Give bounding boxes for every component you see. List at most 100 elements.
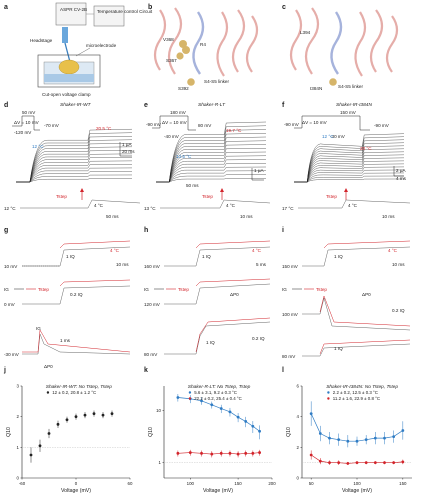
panel-d-tstep: Tstep [56, 194, 67, 199]
data-point [228, 410, 232, 414]
chart-title: Shaker-IR-WT: No Tstep, Tstep [46, 384, 112, 390]
data-point [236, 452, 240, 456]
panel-i-s1: 10 ms [392, 262, 405, 267]
s4-helix-b [192, 11, 205, 75]
panel-g-label: g [4, 227, 8, 234]
data-point [328, 461, 331, 465]
data-point [392, 435, 396, 438]
y-tick-label: 0 [17, 476, 20, 481]
residue-label-2: S367 [166, 58, 177, 63]
panel-f-bot: -30 mV [330, 134, 346, 139]
panel-h-v1: 160 mV [144, 264, 161, 269]
residue-label-c2: I384N [310, 86, 322, 91]
panel-c: c L394 I384N S4-S5 linker [282, 4, 399, 91]
recording-chamber [37, 54, 101, 88]
data-point [74, 415, 78, 419]
microelectrode [64, 42, 71, 63]
legend-entry: 5.6 ± 3.1, 9.2 ± 0.3 °C [194, 390, 237, 395]
data-point [244, 420, 248, 423]
panel-d-bot: -120 mV [14, 130, 32, 135]
panel-i-v1: 150 mV [282, 264, 299, 269]
headstage [62, 27, 68, 43]
panel-e-scale-i: 1 μA [254, 168, 264, 173]
s4-helix-c [330, 11, 343, 75]
panel-i-v2: 100 mV [282, 312, 299, 317]
y-tick-label: 2 [17, 414, 20, 419]
panel-f-step: ΔV = 10 mV [302, 120, 328, 125]
traces-d [16, 129, 133, 183]
panel-g-q: 1 IQ [66, 254, 75, 259]
y-tick-label: 0 [297, 476, 300, 481]
panel-g-ig2: IG [36, 326, 41, 331]
data-point [176, 451, 180, 455]
panel-g-t: 4 °C [110, 248, 120, 253]
data-point [244, 451, 248, 455]
panel-f-scale-i: 2 μA [396, 168, 406, 173]
panel-i-dq: ΔP0 [362, 292, 371, 297]
panel-b-label: b [148, 4, 152, 11]
legend-marker [188, 391, 192, 394]
legend-marker [327, 397, 330, 400]
panel-d-tbase: 12 °C [4, 206, 16, 211]
legend-entry: 22.2 ± 0.2, 25.4 ± 0.4 °C [194, 396, 242, 401]
panel-a: a ASPR CV-2B Temperature control Circuit… [4, 2, 153, 97]
data-point [355, 439, 359, 443]
panel-i-v3: 80 mV [282, 354, 296, 359]
y-tick-label: 10 [156, 408, 161, 413]
channel-helices-c [289, 7, 399, 77]
data-point [355, 461, 359, 465]
data-point [210, 452, 214, 456]
panel-k-label: k [144, 367, 148, 374]
y-axis-label: Q10 [286, 427, 292, 437]
amplifier-label: ASPR CV-2B [60, 7, 87, 12]
legend-marker [46, 391, 50, 394]
data-point [83, 413, 87, 417]
panel-e-tcold: 13.5 °C [176, 154, 192, 159]
oocyte [58, 59, 80, 75]
traces-e [156, 121, 267, 183]
panel-e-thot: 19.7 °C [226, 128, 242, 133]
legend-entry: 12 ± 0.2, 20.8 ± 1.2 °C [52, 390, 96, 395]
data-point [373, 436, 377, 440]
data-point [228, 451, 232, 455]
panel-g-q2: 0.2 IQ [70, 292, 83, 297]
panel-i: i 150 mV 4 °C 1 IQ 10 ms IG Tstep 100 mV… [282, 227, 411, 359]
traces-f [294, 133, 405, 183]
x-tick-label: 100 [353, 481, 361, 486]
linker-label-b: S4-S5 linker [204, 79, 229, 84]
panel-c-label: c [282, 4, 286, 11]
control-circuit-box [93, 5, 125, 27]
panel-i-q2: 1 IQ [334, 346, 343, 351]
legend-entry: 2.2 ± 0.2, 12.5 ± 0.3 °C [333, 390, 378, 395]
panel-h-label: h [144, 227, 148, 234]
data-point [38, 444, 42, 448]
current-trace [156, 121, 267, 183]
panel-j-label: j [3, 367, 6, 374]
x-tick-label: 200 [268, 481, 276, 486]
y-tick-label: 4 [297, 414, 300, 419]
panel-d: d Shaker-IR-WT 50 mV ΔV = 10 mV -120 mV … [4, 102, 141, 219]
data-point [383, 436, 386, 440]
panel-h-tstep: Tstep [178, 287, 189, 292]
data-point [328, 436, 331, 440]
panel-f-title: Shaker-IR-I384N [336, 102, 372, 108]
residue-label-4: S392 [178, 86, 189, 91]
panel-f-top: 150 mV [340, 110, 357, 115]
panel-g-ig: IG [4, 287, 9, 292]
chart-k: 100 150 200 1 10 Voltage (mV) Q10 Shaker-R-LT: … [148, 384, 276, 494]
data-point [346, 439, 350, 443]
data-point [309, 453, 313, 457]
headstage-label: Headstage [30, 38, 53, 43]
panel-e-right: 80 mV [198, 123, 212, 128]
residue-sphere-c [329, 78, 337, 86]
panel-d-scale-t2: 50 ms [106, 214, 119, 219]
panel-i-s2: 0.2 IQ [392, 308, 405, 313]
panel-h-q: 1 IQ [202, 254, 211, 259]
data-point [188, 451, 192, 454]
data-point [346, 462, 350, 465]
channel-helices-b [153, 7, 259, 77]
current-trace [16, 178, 133, 183]
panel-b: b V368 S367 R4 S392 S4-S5 linker [148, 4, 259, 91]
residue-sphere-1 [179, 40, 187, 48]
